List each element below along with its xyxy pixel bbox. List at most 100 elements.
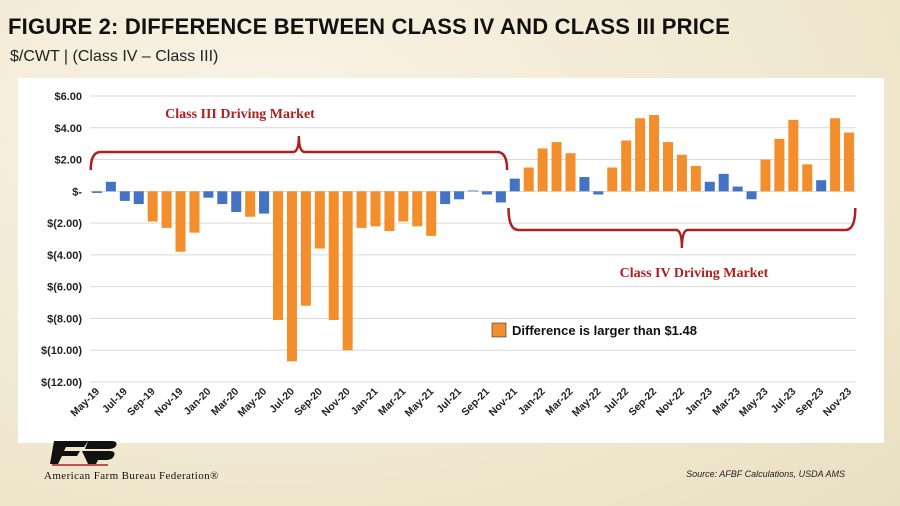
y-tick-label: $2.00 — [54, 155, 82, 167]
x-tick-label: May-19 — [68, 386, 102, 420]
x-tick-label: Nov-22 — [654, 386, 687, 419]
bar — [537, 148, 548, 192]
legend-swatch — [491, 322, 507, 338]
bar — [593, 191, 604, 195]
x-tick-label: Sep-22 — [626, 386, 659, 419]
chart-panel: $6.00 $4.00 $2.00 $- $(2.00) $(4.00) $(6.00) $(… — [18, 78, 884, 443]
chart-title: FIGURE 2: DIFFERENCE BETWEEN CLASS IV AN… — [8, 14, 730, 39]
bar — [732, 186, 743, 192]
bar-series — [91, 115, 855, 362]
bar — [662, 142, 673, 192]
afbf-logo-icon — [50, 441, 117, 466]
x-tick-label: Sep-19 — [125, 386, 158, 419]
annotation-bracket — [507, 207, 857, 249]
bar — [579, 177, 590, 192]
bar — [454, 191, 465, 200]
bar — [481, 191, 492, 195]
x-tick-label: May-20 — [236, 386, 270, 420]
bar — [495, 191, 506, 203]
x-axis-ticks: May-19Jul-19Sep-19Nov-19Jan-20Mar-20May-… — [68, 386, 854, 420]
bar — [328, 191, 339, 321]
bar — [760, 159, 771, 192]
x-tick-label: Jan-23 — [683, 386, 715, 418]
x-tick-label: Nov-23 — [821, 386, 854, 419]
bar — [676, 154, 687, 192]
bar — [621, 140, 632, 192]
bar — [119, 191, 130, 201]
y-tick-label: $(8.00) — [47, 313, 82, 325]
bar — [231, 191, 242, 212]
x-tick-label: Jan-22 — [516, 386, 548, 418]
bar-chart: $6.00 $4.00 $2.00 $- $(2.00) $(4.00) $(6.00) $(… — [41, 91, 857, 420]
bar — [788, 119, 799, 192]
bar — [91, 191, 102, 193]
bar — [356, 191, 367, 228]
y-axis-ticks: $6.00 $4.00 $2.00 $- $(2.00) $(4.00) $(6.00) $(… — [41, 91, 82, 389]
bar — [844, 132, 855, 192]
y-tick-label: $(4.00) — [47, 250, 82, 262]
y-tick-label: $(6.00) — [47, 282, 82, 294]
x-tick-label: Jan-21 — [349, 386, 381, 418]
bar — [370, 191, 381, 227]
y-tick-label: $(12.00) — [41, 377, 82, 389]
bar — [384, 191, 395, 232]
y-tick-label: $(2.00) — [47, 218, 82, 230]
bar — [273, 191, 284, 321]
bar — [467, 190, 479, 192]
x-tick-label: May-23 — [737, 386, 771, 420]
annotations: Class III Driving Market Class IV Driving… — [89, 107, 857, 281]
bar — [398, 191, 409, 222]
org-name: American Farm Bureau Federation® — [44, 470, 219, 482]
x-tick-label: May-21 — [403, 386, 437, 420]
bar — [830, 118, 841, 192]
bar — [426, 191, 437, 236]
bar — [245, 191, 256, 217]
bar — [746, 191, 757, 200]
y-tick-label: $- — [72, 186, 82, 198]
bar — [203, 191, 214, 198]
bar — [189, 191, 200, 233]
bar — [300, 191, 311, 306]
source-note: Source: AFBF Calculations, USDA AMS — [686, 469, 845, 479]
bar — [649, 115, 660, 192]
grid-lines — [90, 95, 856, 383]
bar — [551, 142, 562, 192]
bar — [704, 181, 715, 192]
bar — [133, 191, 144, 205]
bar — [440, 191, 451, 205]
x-tick-label: May-22 — [570, 386, 604, 420]
bar — [286, 191, 297, 362]
bar — [412, 191, 423, 227]
annotation-label: Class III Driving Market — [165, 107, 315, 122]
bar — [607, 167, 618, 192]
bar — [259, 191, 270, 214]
bar — [175, 191, 186, 252]
y-tick-label: $6.00 — [54, 91, 82, 103]
y-tick-label: $(10.00) — [41, 345, 82, 357]
bar — [816, 180, 827, 192]
bar — [342, 191, 353, 351]
bar — [802, 164, 813, 192]
x-tick-label: Sep-23 — [793, 386, 826, 419]
x-tick-label: Nov-20 — [320, 386, 353, 419]
x-tick-label: Nov-19 — [152, 386, 185, 419]
y-tick-label: $4.00 — [54, 123, 82, 135]
bar — [105, 181, 116, 192]
bar — [565, 153, 576, 192]
annotation-label: Class IV Driving Market — [620, 266, 769, 281]
bar — [523, 167, 534, 192]
legend-label: Difference is larger than $1.48 — [512, 323, 697, 338]
bar — [314, 191, 325, 249]
bar — [718, 173, 729, 192]
legend: Difference is larger than $1.48 — [491, 322, 697, 338]
x-tick-label: Sep-20 — [292, 386, 325, 419]
x-tick-label: Nov-21 — [487, 386, 520, 419]
x-tick-label: Sep-21 — [459, 386, 492, 419]
bar — [217, 191, 228, 205]
annotation-bracket — [89, 135, 509, 171]
x-tick-label: Jan-20 — [181, 386, 213, 418]
bar — [774, 138, 785, 192]
bar — [161, 191, 172, 228]
bar — [509, 178, 520, 192]
bar — [635, 118, 646, 192]
